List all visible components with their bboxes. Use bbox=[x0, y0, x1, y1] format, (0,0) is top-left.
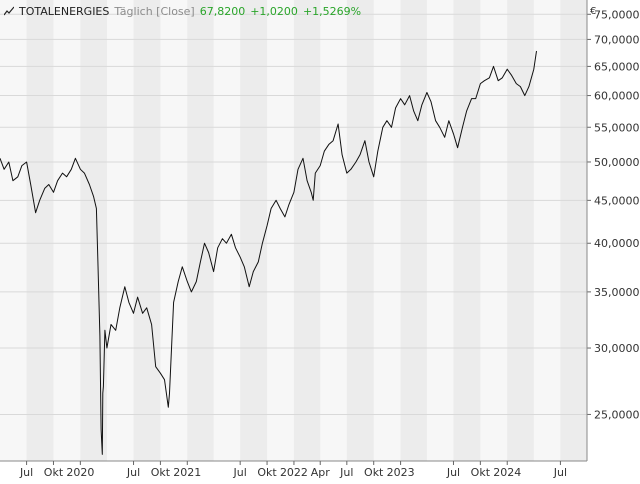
quarter-band bbox=[560, 0, 587, 461]
quarter-band bbox=[133, 0, 161, 461]
x-tick-label: 2021 bbox=[173, 466, 201, 479]
price-change-pct: +1,5269% bbox=[302, 4, 362, 18]
quarter-band bbox=[26, 0, 54, 461]
price-change: +1,0200 bbox=[250, 4, 298, 18]
y-tick-label: 65,0000 bbox=[594, 60, 640, 73]
grid-lines bbox=[0, 13, 587, 415]
x-tick-label: Jul bbox=[126, 466, 140, 479]
x-tick-label: Jul bbox=[19, 466, 33, 479]
line-chart-icon bbox=[4, 6, 14, 16]
quarter-band bbox=[80, 0, 107, 461]
y-tick-label: 50,0000 bbox=[594, 156, 640, 169]
x-tick-label: 2020 bbox=[66, 466, 94, 479]
interval-label: Täglich [Close] bbox=[114, 4, 195, 18]
y-tick-label: 30,0000 bbox=[594, 342, 640, 355]
y-tick-label: 25,0000 bbox=[594, 408, 640, 421]
x-tick-label: Jul bbox=[553, 466, 567, 479]
y-tick-label: 35,0000 bbox=[594, 286, 640, 299]
quarter-band bbox=[187, 0, 214, 461]
x-tick-label: Okt bbox=[151, 466, 171, 479]
x-tick-label: Jul bbox=[339, 466, 353, 479]
y-tick-label: 70,0000 bbox=[594, 33, 640, 46]
x-tick-label: Okt bbox=[44, 466, 64, 479]
x-tick-label: Okt bbox=[471, 466, 491, 479]
x-tick-label: Okt bbox=[257, 466, 277, 479]
quarter-band bbox=[400, 0, 427, 461]
y-tick-label: 55,0000 bbox=[594, 121, 640, 134]
last-price: 67,8200 bbox=[199, 4, 246, 18]
x-tick-label: 2022 bbox=[280, 466, 308, 479]
y-tick-label: 40,0000 bbox=[594, 237, 640, 250]
x-tick-label: 2023 bbox=[387, 466, 415, 479]
currency-label: € bbox=[590, 6, 596, 17]
x-tick-label: Okt bbox=[364, 466, 384, 479]
quarter-band bbox=[293, 0, 321, 461]
y-tick-label: 60,0000 bbox=[594, 90, 640, 103]
x-tick-label: Jul bbox=[446, 466, 460, 479]
x-tick-label: Apr bbox=[311, 466, 331, 479]
quarter-band bbox=[346, 0, 374, 461]
chart-header: TOTALENERGIES Täglich [Close] 67,8200 +1… bbox=[4, 4, 361, 18]
price-line-layer bbox=[0, 50, 537, 455]
x-tick-label: 2024 bbox=[493, 466, 521, 479]
quarter-band bbox=[453, 0, 481, 461]
quarter-band bbox=[507, 0, 534, 461]
x-tick-label: Jul bbox=[233, 466, 247, 479]
y-tick-label: 45,0000 bbox=[594, 194, 640, 207]
symbol-label: TOTALENERGIES bbox=[19, 4, 110, 18]
price-series-line bbox=[0, 50, 537, 455]
time-bands bbox=[26, 0, 587, 461]
y-tick-label: 75,0000 bbox=[594, 8, 640, 21]
quarter-band bbox=[240, 0, 268, 461]
